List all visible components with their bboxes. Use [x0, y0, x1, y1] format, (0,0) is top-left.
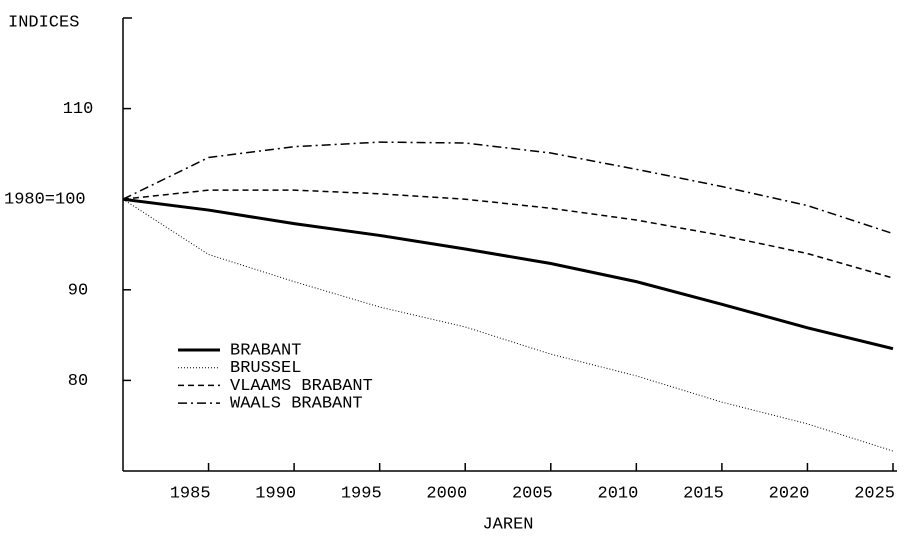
x-tick-label: 2010	[598, 484, 639, 503]
legend-label: BRABANT	[230, 341, 301, 360]
y-tick-label: 110	[63, 100, 94, 119]
x-tick-label: 2020	[769, 484, 810, 503]
series-line	[122, 197, 894, 351]
series-line	[122, 189, 894, 279]
y-tick-label: 80	[68, 372, 88, 391]
x-tick-label: 2000	[426, 484, 467, 503]
x-tick-label: 2015	[683, 484, 724, 503]
legend-label: WAALS BRABANT	[230, 395, 363, 414]
series-line	[122, 141, 894, 235]
y-axis-label: INDICES	[8, 13, 79, 32]
y-tick-label: 1980=100	[4, 191, 86, 210]
x-tick-label: 2025	[854, 484, 895, 503]
legend-label: VLAAMS BRABANT	[230, 377, 373, 396]
x-tick-label: 1985	[170, 484, 211, 503]
y-tick-label: 90	[68, 281, 88, 300]
x-axis-label: JAREN	[482, 515, 533, 534]
x-tick-label: 1995	[341, 484, 382, 503]
x-tick-label: 1990	[255, 484, 296, 503]
x-tick-label: 2005	[512, 484, 553, 503]
legend-label: BRUSSEL	[230, 359, 301, 378]
